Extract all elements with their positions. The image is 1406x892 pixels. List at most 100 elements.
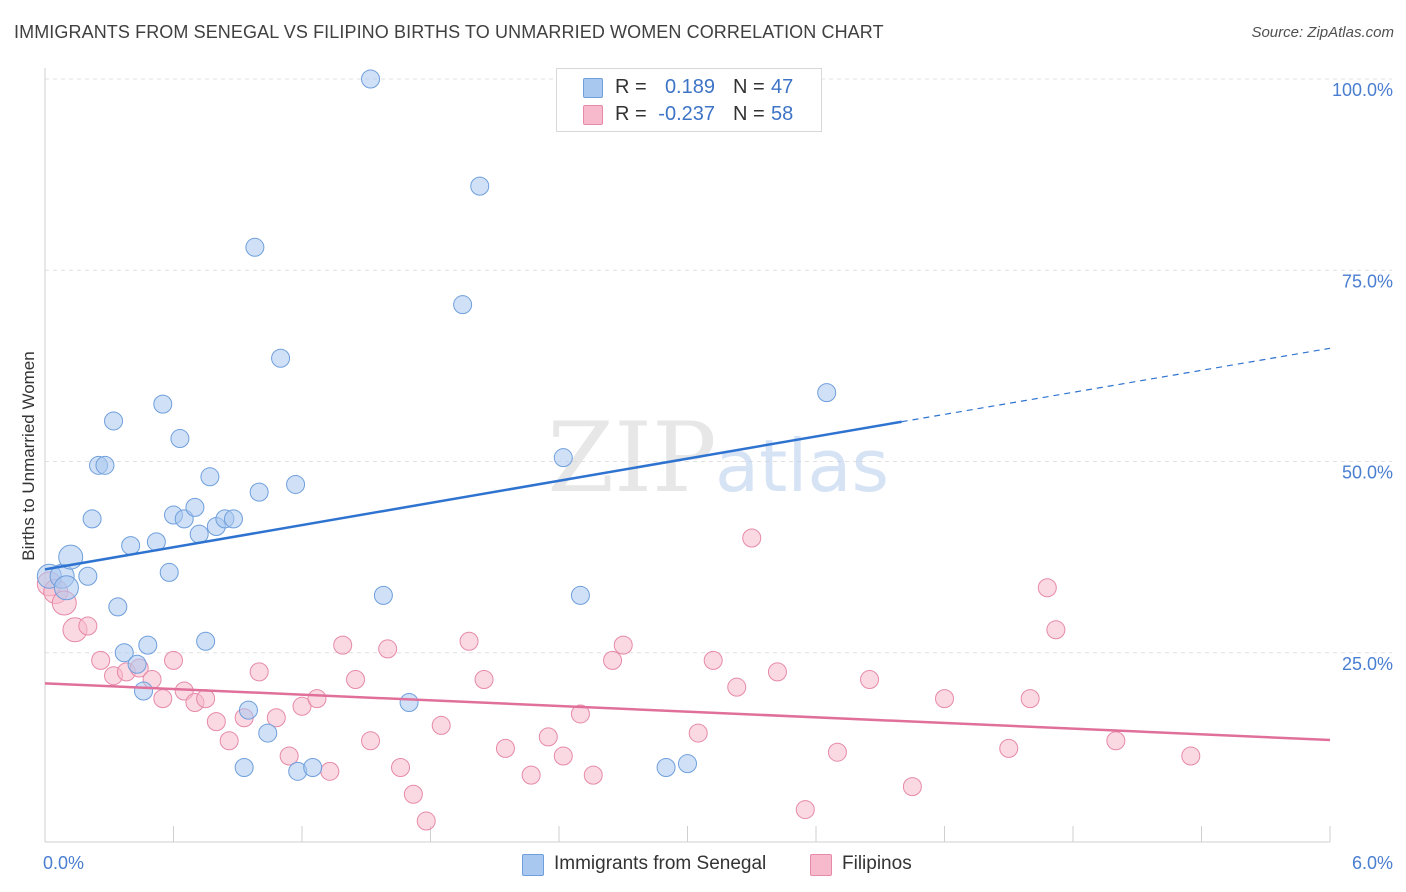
filipino-point <box>153 689 173 709</box>
senegal-point <box>470 176 490 196</box>
filipino-points <box>36 528 1201 831</box>
n-label: N = <box>733 103 765 125</box>
senegal-point <box>82 509 102 529</box>
senegal-point <box>286 474 306 494</box>
filipino-point <box>613 635 633 655</box>
filipino-point <box>206 712 226 732</box>
trend-lines <box>44 347 1331 742</box>
filipino-swatch <box>583 105 603 125</box>
senegal-point <box>108 597 128 617</box>
senegal-point <box>95 455 115 475</box>
series-legend: Immigrants from Senegal Filipinos <box>0 852 1406 878</box>
senegal-point <box>127 654 147 674</box>
senegal-point <box>153 394 173 414</box>
filipino-point <box>827 742 847 762</box>
senegal-point <box>196 631 216 651</box>
filipino-point <box>999 738 1019 758</box>
correlation-legend: R = 0.189 N = 47 R = -0.237 N = 58 <box>556 68 822 132</box>
filipino-point <box>403 784 423 804</box>
senegal-point <box>138 635 158 655</box>
x-tick-label: 6.0% <box>1352 853 1393 873</box>
filipino-point <box>703 650 723 670</box>
filipino-point <box>431 715 451 735</box>
filipino-point <box>583 765 603 785</box>
senegal-point <box>159 562 179 582</box>
filipino-point <box>292 696 312 716</box>
filipino-point <box>474 670 494 690</box>
filipino-point <box>266 708 286 728</box>
filipino-point <box>307 689 327 709</box>
filipino-point <box>279 746 299 766</box>
filipino-point <box>727 677 747 697</box>
senegal-point <box>553 448 573 468</box>
senegal-point <box>200 467 220 487</box>
filipino-point <box>378 639 398 659</box>
senegal-point <box>245 237 265 257</box>
senegal-point <box>238 700 258 720</box>
senegal-point <box>303 758 323 777</box>
filipino-point <box>1106 731 1126 751</box>
r-label: R = <box>615 103 647 125</box>
filipino-point <box>219 731 239 751</box>
senegal-point <box>134 681 154 701</box>
senegal-swatch <box>583 78 603 98</box>
y-tick-label: 75.0% <box>1342 271 1393 291</box>
senegal-points <box>36 69 837 781</box>
legend-row-senegal: R = 0.189 N = 47 <box>557 74 821 100</box>
filipino-point <box>78 616 98 636</box>
senegal-point <box>185 497 205 517</box>
filipino-point <box>1020 689 1040 709</box>
senegal-point <box>656 758 676 777</box>
tick-labels: 25.0% 50.0% 75.0% 100.0% 0.0% 6.0% <box>43 80 1393 873</box>
filipino-point <box>459 631 479 651</box>
senegal-trend-extension <box>901 347 1331 423</box>
filipino-point <box>603 650 623 670</box>
filipino-point <box>795 800 815 820</box>
senegal-point <box>361 69 381 89</box>
filipino-point <box>742 528 762 548</box>
filipino-point <box>935 689 954 709</box>
senegal-point <box>399 692 419 712</box>
filipino-swatch <box>810 854 832 876</box>
y-axis-label: Births to Unmarried Women <box>19 351 38 560</box>
filipino-point <box>196 689 216 709</box>
chart-title: IMMIGRANTS FROM SENEGAL VS FILIPINO BIRT… <box>14 22 884 42</box>
filipino-point <box>553 746 573 766</box>
filipino-point <box>91 650 111 670</box>
senegal-trend-line <box>44 420 902 571</box>
senegal-point <box>170 429 190 449</box>
filipino-point <box>416 811 436 831</box>
filipino-point <box>391 758 411 777</box>
filipino-trend-line <box>44 682 1331 742</box>
y-tick-label: 25.0% <box>1342 654 1393 674</box>
senegal-swatch <box>522 854 544 876</box>
x-tick-label: 0.0% <box>43 853 84 873</box>
y-tick-label: 50.0% <box>1342 463 1393 483</box>
senegal-point <box>249 482 269 502</box>
filipino-point <box>688 723 708 743</box>
filipino-point <box>1181 746 1201 766</box>
senegal-point <box>570 585 590 605</box>
senegal-point <box>78 566 98 586</box>
r-value: 0.189 <box>664 76 715 98</box>
filipino-point <box>767 662 787 682</box>
senegal-point <box>121 536 141 556</box>
filipino-point <box>333 635 353 655</box>
senegal-point <box>53 575 79 601</box>
filipino-point <box>346 670 366 690</box>
watermark-atlas: atlas <box>715 424 889 508</box>
r-label: R = <box>615 76 647 98</box>
senegal-point <box>373 585 393 605</box>
n-value: 58 <box>771 103 794 125</box>
filipino-point <box>249 662 269 682</box>
filipino-point <box>1046 620 1066 640</box>
senegal-point <box>258 723 278 743</box>
senegal-point <box>678 754 697 774</box>
r-value: -0.237 <box>658 103 715 125</box>
senegal-point <box>817 383 837 403</box>
filipino-point <box>570 704 590 724</box>
n-label: N = <box>733 76 765 98</box>
filipino-point <box>860 670 880 690</box>
n-value: 47 <box>771 76 794 98</box>
